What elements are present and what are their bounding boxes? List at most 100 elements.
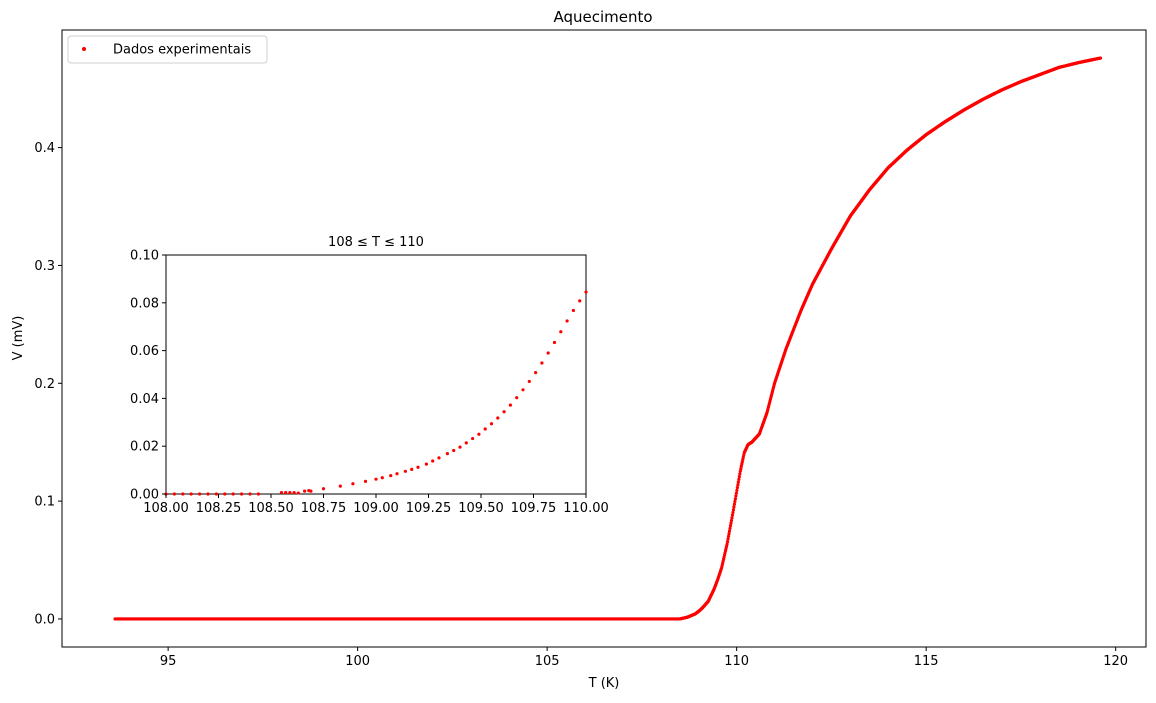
main-scatter-series: [113, 56, 1103, 621]
inset-data-point: [279, 490, 284, 495]
main-y-tick-label: 0.3: [34, 259, 55, 274]
inset-x-ticks: 108.00 108.25 108.50 108.75 109.00 109.25 109.…: [143, 494, 609, 516]
data-point: [734, 494, 738, 498]
inset-x-tick-label: 108.00: [143, 501, 189, 516]
inset-data-point: [483, 427, 487, 431]
data-point: [730, 516, 734, 520]
data-point: [730, 513, 735, 517]
data-point: [736, 480, 740, 484]
inset-y-ticks: 0.00 0.02 0.04 0.06 0.08 0.10: [130, 249, 166, 503]
inset-data-point: [288, 490, 292, 495]
inset-data-point: [584, 290, 588, 294]
main-x-tick-label: 115: [914, 654, 939, 669]
inset-x-tick-label: 109.00: [353, 501, 399, 516]
inset-data-point: [527, 379, 531, 384]
inset-data-point: [395, 472, 399, 476]
inset-data-point: [309, 489, 313, 493]
inset-data-point: [546, 351, 550, 355]
inset-data-point: [338, 484, 342, 488]
inset-data-point: [452, 448, 456, 453]
legend-label: Dados experimentais: [113, 43, 251, 58]
inset-axes-frame: [165, 254, 587, 495]
inset-y-tick-label: 0.10: [130, 249, 159, 264]
inset-x-tick-label: 108.25: [196, 501, 242, 516]
inset-y-tick-label: 0.06: [130, 344, 159, 359]
inset-y-tick-label: 0.02: [130, 440, 159, 455]
main-y-tick-label: 0.4: [34, 141, 55, 156]
data-point: [729, 518, 734, 523]
main-y-tick-label: 0.1: [34, 495, 55, 510]
inset-data-point: [559, 330, 563, 334]
inset-data-point: [214, 492, 218, 496]
legend-marker: [82, 47, 86, 51]
inset-data-point: [445, 452, 449, 456]
inset-data-point: [292, 490, 296, 495]
inset-title: 108 ≤ T ≤ 110: [328, 235, 424, 250]
inset-x-tick-label: 109.75: [511, 501, 557, 516]
inset-y-tick-label: 0.04: [130, 392, 159, 407]
inset-data-point: [403, 469, 407, 473]
inset-data-point: [389, 474, 393, 478]
main-x-tick-label: 100: [345, 654, 370, 669]
data-point: [728, 524, 733, 528]
inset-data-point: [240, 492, 244, 496]
inset-data-point: [206, 492, 210, 496]
inset-data-point: [496, 416, 500, 420]
main-x-tick-label: 95: [160, 654, 177, 669]
inset-data-point: [416, 465, 420, 469]
data-point: [735, 486, 739, 490]
inset-data-point: [521, 388, 525, 392]
inset-x-tick-label: 108.50: [248, 501, 294, 516]
data-point: [728, 526, 732, 531]
data-point: [733, 497, 738, 501]
data-point: [731, 508, 736, 512]
data-point: [735, 488, 739, 493]
inset-data-point: [565, 319, 569, 323]
data-point: [725, 540, 730, 544]
data-point: [732, 505, 736, 509]
data-point: [727, 532, 731, 536]
data-point: [734, 491, 738, 495]
inset-data-point: [489, 422, 494, 426]
x-axis-label: T (K): [588, 676, 620, 691]
data-point: [736, 483, 740, 487]
inset-data-point: [578, 299, 582, 303]
inset-data-point: [198, 492, 202, 496]
data-point: [1098, 56, 1103, 60]
inset-data-point: [374, 477, 378, 481]
main-x-tick-label: 105: [535, 654, 560, 669]
inset-x-tick-label: 109.25: [406, 501, 452, 516]
inset-data-point: [248, 492, 252, 496]
data-point: [737, 477, 741, 481]
inset-data-point: [284, 490, 288, 495]
inset-data-point: [410, 467, 414, 471]
inset-data-point: [256, 492, 260, 496]
inset-data-point: [172, 492, 176, 496]
data-point: [733, 499, 737, 504]
inset-data-point: [508, 403, 512, 407]
data-point: [732, 502, 737, 506]
chart-title: Aquecimento: [553, 8, 652, 26]
inset-data-point: [515, 396, 519, 400]
data-point: [738, 472, 742, 476]
data-point: [737, 475, 741, 479]
inset-y-tick-label: 0.08: [130, 296, 159, 311]
data-point: [729, 521, 733, 525]
inset-chart: 108 ≤ T ≤ 110 108.00 108.25 108.50 108.75 10…: [130, 235, 609, 516]
main-y-tick-label: 0.0: [34, 612, 55, 627]
inset-x-tick-label: 110.00: [563, 501, 609, 516]
data-point: [727, 529, 732, 533]
main-x-tick-label: 110: [724, 654, 749, 669]
data-point: [726, 537, 730, 541]
inset-data-point: [223, 492, 227, 496]
data-point: [731, 510, 735, 515]
inset-data-point: [303, 489, 307, 493]
inset-data-point: [181, 492, 185, 496]
data-point: [726, 534, 731, 538]
inset-data-point: [363, 479, 368, 483]
inset-data-point: [431, 459, 435, 463]
legend: Dados experimentais: [67, 35, 268, 64]
inset-data-point: [552, 340, 557, 345]
inset-data-point: [351, 482, 355, 486]
